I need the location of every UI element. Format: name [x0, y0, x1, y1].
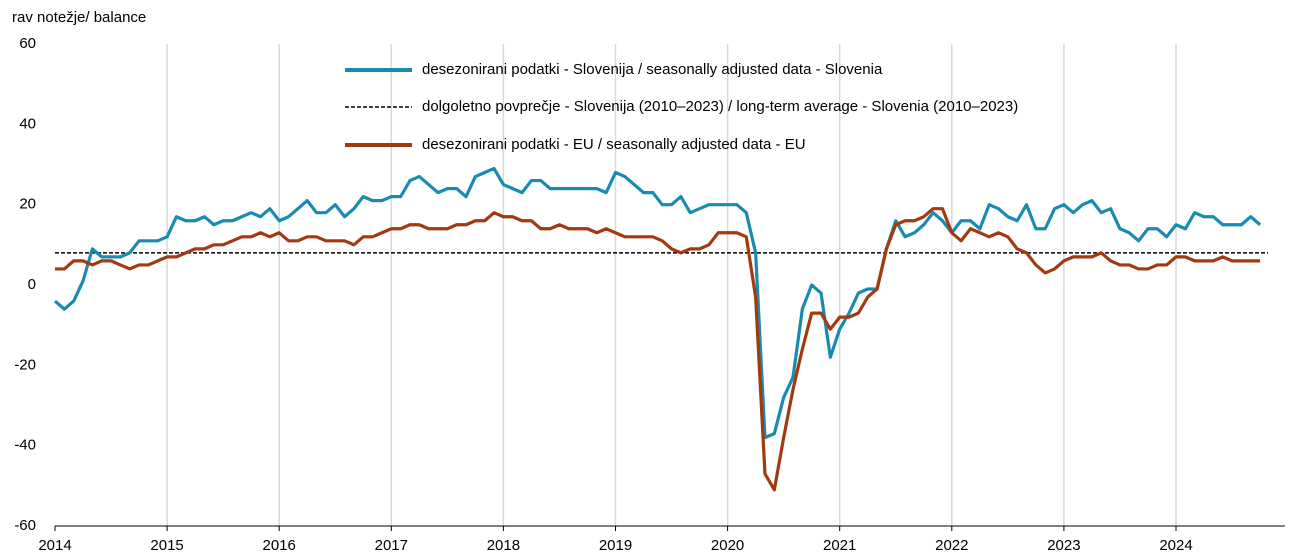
- x-tick-label: 2017: [375, 537, 408, 554]
- x-tick-label: 2015: [150, 537, 183, 554]
- x-tick-label: 2018: [487, 537, 520, 554]
- x-tick-label: 2022: [935, 537, 968, 554]
- y-tick-label: 60: [19, 35, 36, 52]
- x-tick-label: 2023: [1047, 537, 1080, 554]
- legend-label: desezonirani podatki - Slovenija / seaso…: [422, 61, 883, 78]
- x-tick-label: 2024: [1159, 537, 1192, 554]
- data-line: [55, 207, 1261, 492]
- y-axis-label: rav notežje/ balance: [12, 9, 146, 26]
- y-tick-label: 20: [19, 196, 36, 213]
- x-tick-label: 2021: [823, 537, 856, 554]
- y-tick-label: -60: [14, 517, 36, 534]
- x-tick-label: 2019: [599, 537, 632, 554]
- y-tick-label: -40: [14, 437, 36, 454]
- x-tick-label: 2014: [38, 537, 71, 554]
- legend-label: desezonirani podatki - EU / seasonally a…: [422, 136, 806, 153]
- x-tick-label: 2016: [263, 537, 296, 554]
- data-line: [53, 166, 1262, 440]
- y-tick-label: 0: [28, 276, 36, 293]
- y-tick-label: 40: [19, 115, 36, 132]
- x-tick-label: 2020: [711, 537, 744, 554]
- legend-label: dolgoletno povprečje - Slovenija (2010–2…: [422, 98, 1018, 115]
- y-tick-label: -20: [14, 356, 36, 373]
